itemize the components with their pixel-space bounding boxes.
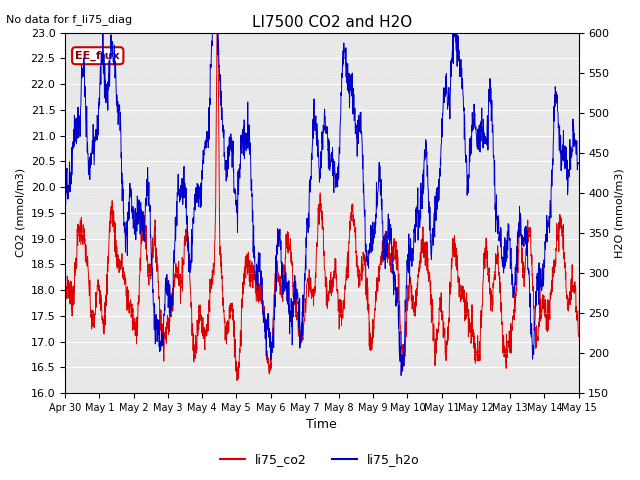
li75_co2: [233, 378, 241, 384]
li75_h2o: [99, 30, 107, 36]
li75_co2: [298, 320, 305, 325]
li75_h2o: [298, 322, 305, 327]
li75_h2o: [561, 150, 568, 156]
li75_h2o: [466, 135, 474, 141]
li75_h2o: [61, 204, 69, 209]
li75_h2o: [560, 143, 568, 149]
X-axis label: Time: Time: [307, 419, 337, 432]
li75_co2: [61, 288, 69, 293]
Y-axis label: CO2 (mmol/m3): CO2 (mmol/m3): [15, 168, 25, 257]
li75_h2o: [397, 372, 405, 378]
li75_co2: [561, 250, 568, 255]
Text: No data for f_li75_diag: No data for f_li75_diag: [6, 14, 132, 25]
Y-axis label: H2O (mmol/m3): H2O (mmol/m3): [615, 168, 625, 258]
li75_co2: [88, 310, 95, 315]
Line: li75_co2: li75_co2: [65, 33, 579, 381]
Title: LI7500 CO2 and H2O: LI7500 CO2 and H2O: [252, 15, 412, 30]
Text: EE_flux: EE_flux: [76, 50, 120, 61]
li75_co2: [560, 256, 568, 262]
Line: li75_h2o: li75_h2o: [65, 33, 579, 375]
li75_co2: [575, 334, 582, 339]
li75_co2: [466, 323, 474, 328]
li75_h2o: [88, 156, 95, 162]
li75_co2: [213, 30, 221, 36]
li75_h2o: [311, 116, 319, 122]
Legend: li75_co2, li75_h2o: li75_co2, li75_h2o: [215, 448, 425, 471]
li75_h2o: [575, 160, 582, 166]
li75_co2: [312, 274, 319, 279]
